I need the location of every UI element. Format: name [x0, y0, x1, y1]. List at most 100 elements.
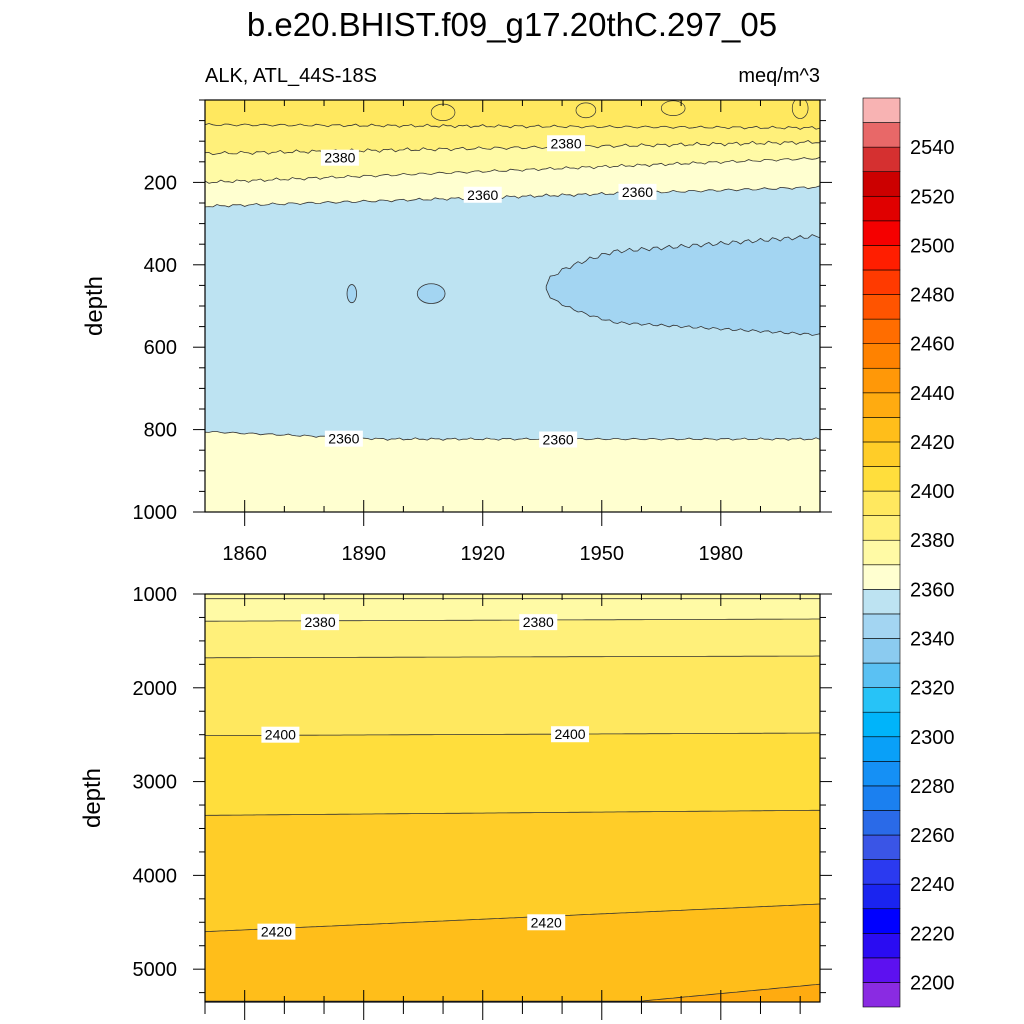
contour-label: 2400: [551, 726, 590, 743]
colorbar-label: 2320: [910, 678, 955, 700]
contour-label: 2380: [301, 614, 340, 631]
colorbar-label: 2520: [910, 186, 955, 208]
contour-label: 2420: [527, 914, 566, 931]
colorbar-swatch: [862, 761, 901, 787]
contour-label-text: 2380: [324, 150, 355, 166]
colorbar-label: 2480: [910, 285, 955, 307]
contour-blob: [575, 102, 597, 119]
colorbar-swatch: [862, 613, 901, 639]
colorbar-swatch: [862, 220, 901, 246]
colorbar-swatch: [862, 834, 901, 860]
y-tick-label: 1000: [133, 502, 178, 524]
colorbar-label: 2280: [910, 776, 955, 798]
colorbar-swatch: [862, 564, 901, 590]
contour-line: [205, 732, 820, 736]
colorbar-swatch: [862, 785, 901, 811]
contour-blob: [791, 100, 809, 119]
contour-label: 2420: [257, 923, 296, 940]
y-tick-label: 600: [144, 337, 177, 359]
contour-label: 2360: [539, 431, 578, 448]
colorbar-swatch: [862, 441, 901, 467]
colorbar-swatch: [862, 589, 901, 615]
contour-line: [205, 431, 820, 441]
colorbar-swatch: [862, 318, 901, 344]
colorbar-swatch: [862, 810, 901, 836]
contour-label: 2380: [519, 614, 558, 631]
colorbar-swatch: [862, 736, 901, 762]
contour-label-text: 2420: [261, 924, 292, 940]
colorbar-label: 2380: [910, 530, 955, 552]
colorbar-label: 2360: [910, 579, 955, 601]
contour-label: 2360: [618, 183, 657, 200]
colorbar-swatch: [862, 957, 901, 983]
contour-band: [205, 431, 820, 512]
colorbar-label: 2460: [910, 334, 955, 356]
colorbar-swatch: [862, 883, 901, 910]
x-tick-label: 1950: [580, 543, 625, 565]
colorbar-label: 2200: [910, 972, 955, 994]
contour-label: 2360: [463, 186, 502, 203]
colorbar-label: 2300: [910, 727, 955, 749]
contour-label-text: 2380: [523, 614, 554, 630]
y-tick-label: 2000: [133, 678, 178, 700]
x-tick-label: 1860: [222, 543, 267, 565]
contour-label-text: 2400: [265, 727, 296, 743]
contour-line: [205, 809, 820, 816]
contour-lines: [205, 598, 820, 1002]
colorbar-swatch: [862, 245, 901, 271]
y-axis-label: depth: [79, 768, 106, 828]
y-tick-label: 4000: [133, 865, 178, 887]
colorbar-label: 2500: [910, 235, 955, 257]
y-tick-label: 200: [144, 172, 177, 194]
y-tick-label: 1000: [133, 584, 178, 606]
colorbar-swatch: [862, 515, 901, 541]
lower-depth-panel: 2380 2380 2400 2400 2420 2420 1000 2000 3000 4000…: [79, 584, 832, 1020]
x-tick-label: 1890: [341, 543, 386, 565]
colorbar-swatch: [862, 97, 901, 123]
colorbar-swatch: [862, 711, 901, 738]
upper-depth-panel: 2380 2380 2360 2360 2360 2360 1860 1890 1920 1950…: [81, 99, 832, 565]
colorbar-swatch: [862, 417, 901, 443]
chart-units: meq/m^3: [738, 65, 820, 87]
colorbar-swatch: [862, 195, 901, 222]
y-tick-label: 800: [144, 420, 177, 442]
contour-line: [205, 903, 820, 933]
contour-band: [205, 904, 820, 1002]
contour-blob: [660, 100, 686, 117]
contour-blob: [346, 284, 357, 304]
contour-line: [205, 123, 820, 130]
contour-blob: [545, 234, 820, 336]
colorbar-swatch: [862, 146, 901, 173]
y-axis-label: depth: [81, 276, 108, 336]
colorbar-swatch: [862, 859, 901, 885]
plot-frame: [204, 593, 821, 1003]
colorbar-swatch: [862, 294, 901, 320]
contour-label-text: 2400: [554, 726, 585, 742]
y-tick-label: 400: [144, 255, 177, 277]
contour-label: 2360: [324, 430, 363, 447]
colorbar-label: 2220: [910, 923, 955, 945]
contour-label-text: 2380: [304, 614, 335, 630]
contour-label: 2380: [547, 135, 586, 152]
colorbar-swatch: [862, 932, 901, 959]
colorbar-label: 2340: [910, 628, 955, 650]
colorbar: 2200 2220 2240 2260 2280 2300 2320 2340 2360 2380…: [862, 97, 955, 1008]
colorbar-swatch: [862, 982, 901, 1008]
chart-subtitle-left: ALK, ATL_44S-18S: [205, 65, 377, 87]
contour-label-text: 2360: [543, 431, 574, 447]
contour-band: [205, 984, 820, 1002]
contour-blob: [416, 283, 446, 304]
y-tick-label: 3000: [133, 772, 178, 794]
colorbar-swatch: [862, 392, 901, 418]
x-tick-label: 1920: [460, 543, 505, 565]
colorbar-swatch: [862, 662, 901, 688]
colorbar-swatch: [862, 122, 901, 148]
colorbar-swatch: [862, 687, 901, 713]
colorbar-label: 2400: [910, 481, 955, 503]
colorbar-label: 2240: [910, 874, 955, 896]
colorbar-swatch: [862, 171, 901, 197]
contour-fill: [205, 100, 820, 512]
contour-label-text: 2380: [550, 135, 581, 151]
colorbar-label: 2260: [910, 825, 955, 847]
contour-line: [205, 983, 820, 1002]
